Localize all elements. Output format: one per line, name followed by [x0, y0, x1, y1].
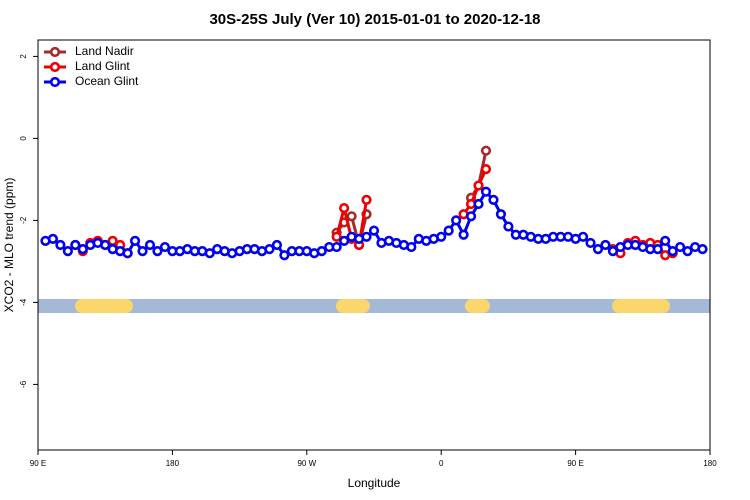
data-point: [577, 231, 589, 242]
y-axis-label: XCO2 - MLO trend (ppm): [2, 178, 16, 313]
data-point: [600, 239, 611, 251]
x-tick-label: 90 E: [30, 459, 46, 468]
land-strip: [336, 299, 370, 313]
data-point: [339, 235, 350, 246]
legend-marker: [49, 76, 61, 88]
data-point: [47, 233, 59, 244]
data-point: [316, 246, 327, 257]
data-point: [129, 235, 141, 246]
data-point: [361, 194, 372, 205]
data-point: [100, 239, 111, 251]
data-point: [144, 239, 156, 251]
data-point: [346, 211, 357, 222]
data-point: [697, 244, 708, 255]
y-tick-label: 2: [19, 54, 28, 59]
data-point: [465, 211, 477, 222]
data-point: [488, 194, 499, 205]
data-point: [152, 246, 163, 257]
data-point: [70, 239, 81, 251]
data-point: [436, 231, 447, 242]
data-point: [77, 244, 88, 255]
data-point: [652, 244, 663, 255]
data-point: [592, 244, 604, 255]
legend-label: Ocean Glint: [75, 74, 139, 88]
data-point: [503, 221, 514, 232]
data-point: [368, 225, 380, 236]
data-point: [339, 203, 350, 214]
data-point: [451, 215, 462, 226]
data-point: [675, 241, 686, 253]
x-axis-label: Longitude: [348, 476, 401, 490]
y-tick-label: -2: [19, 216, 28, 224]
data-point: [279, 250, 290, 261]
x-tick-label: 90 E: [567, 459, 583, 468]
data-point: [443, 225, 454, 236]
legend-label: Land Nadir: [75, 44, 134, 58]
data-point: [122, 248, 133, 259]
x-tick-label: 0: [439, 459, 444, 468]
legend-label: Land Glint: [75, 59, 130, 73]
data-point: [361, 231, 372, 242]
data-point: [204, 248, 215, 259]
x-tick-label: 180: [166, 459, 180, 468]
data-point: [495, 209, 507, 220]
data-point: [137, 246, 148, 257]
data-point: [159, 241, 171, 253]
legend-marker: [49, 61, 61, 73]
data-point: [406, 241, 417, 253]
data-point: [682, 246, 693, 257]
data-point: [331, 241, 342, 253]
chart-title: 30S-25S July (Ver 10) 2015-01-01 to 2020…: [209, 11, 540, 28]
data-point: [458, 229, 469, 240]
data-point: [480, 164, 492, 175]
ocean-strip: [38, 299, 710, 313]
data-point: [331, 231, 342, 242]
data-point: [55, 239, 66, 251]
x-tick-label: 180: [703, 459, 717, 468]
data-point: [660, 235, 671, 246]
land-strip: [75, 299, 133, 313]
data-point: [480, 186, 492, 197]
x-tick-label: 90 W: [297, 459, 316, 468]
y-tick-label: -6: [19, 380, 28, 388]
data-point: [264, 244, 275, 255]
data-point: [607, 246, 619, 257]
land-strip: [465, 299, 490, 313]
data-point: [62, 246, 73, 257]
data-point: [473, 180, 484, 191]
data-point: [480, 145, 492, 156]
legend-marker: [49, 46, 61, 58]
data-point: [667, 246, 678, 257]
land-strip: [612, 299, 670, 313]
data-point: [473, 198, 484, 210]
y-tick-label: -4: [19, 298, 28, 306]
y-tick-label: 0: [19, 136, 28, 141]
data-point: [271, 239, 283, 251]
data-point: [585, 237, 596, 249]
plot-frame: [37, 39, 711, 451]
